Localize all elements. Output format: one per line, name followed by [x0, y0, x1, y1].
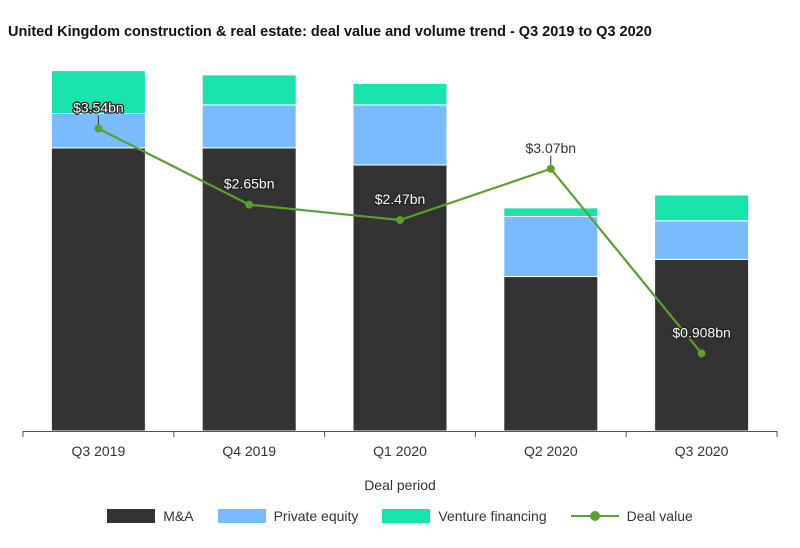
legend-label-ma: M&A: [163, 508, 194, 524]
bar-m-a-q3-2019: [50, 147, 146, 432]
legend: M&A Private equity Venture financing Dea…: [0, 508, 800, 524]
bar-private-equity-q4-2019: [201, 104, 297, 149]
bar-private-equity-q3-2020: [654, 220, 750, 260]
point-deal-value-q3-2019: [94, 124, 103, 133]
legend-line-deal-value-icon: [570, 509, 619, 523]
bar-venture-financing-q3-2020: [654, 194, 750, 222]
legend-item-private-equity[interactable]: Private equity: [217, 508, 359, 524]
x-tick-label-q4-2019: Q4 2019: [222, 443, 276, 459]
legend-swatch-ma: [107, 509, 156, 523]
point-deal-value-q3-2020: [697, 349, 706, 358]
legend-swatch-private-equity: [217, 509, 266, 523]
legend-swatch-venture-financing: [382, 509, 431, 523]
legend-item-ma[interactable]: M&A: [107, 508, 194, 524]
x-tick-label-q3-2020: Q3 2020: [675, 443, 729, 459]
data-label-q4-2019: $2.65bn: [224, 176, 275, 192]
bar-private-equity-q1-2020: [352, 104, 448, 166]
point-deal-value-q4-2019: [245, 200, 254, 209]
legend-label-deal-value: Deal value: [626, 508, 693, 524]
data-label-q3-2020: $0.908bn: [672, 324, 730, 340]
legend-item-venture-financing[interactable]: Venture financing: [382, 508, 547, 524]
data-label-q3-2019: $3.54bn: [73, 100, 124, 116]
bar-venture-financing-q1-2020: [352, 82, 448, 106]
point-deal-value-q2-2020: [546, 164, 555, 173]
x-tick-label-q3-2019: Q3 2019: [72, 443, 126, 459]
x-tick-label-q1-2020: Q1 2020: [373, 443, 427, 459]
data-label-q1-2020: $2.47bn: [375, 191, 426, 207]
x-tick-label-q2-2020: Q2 2020: [524, 443, 578, 459]
legend-label-venture-financing: Venture financing: [438, 508, 547, 524]
chart-title: United Kingdom construction & real estat…: [8, 24, 652, 40]
bar-venture-financing-q3-2019: [50, 70, 146, 114]
data-label-q2-2020: $3.07bn: [525, 140, 576, 156]
legend-item-deal-value[interactable]: Deal value: [570, 508, 693, 524]
bar-private-equity-q2-2020: [503, 215, 599, 278]
x-axis-label: Deal period: [364, 477, 436, 493]
bar-venture-financing-q4-2019: [201, 74, 297, 106]
bar-venture-financing-q2-2020: [503, 207, 599, 217]
legend-label-private-equity: Private equity: [273, 508, 359, 524]
point-deal-value-q1-2020: [396, 216, 404, 225]
bar-m-a-q2-2020: [503, 276, 599, 432]
